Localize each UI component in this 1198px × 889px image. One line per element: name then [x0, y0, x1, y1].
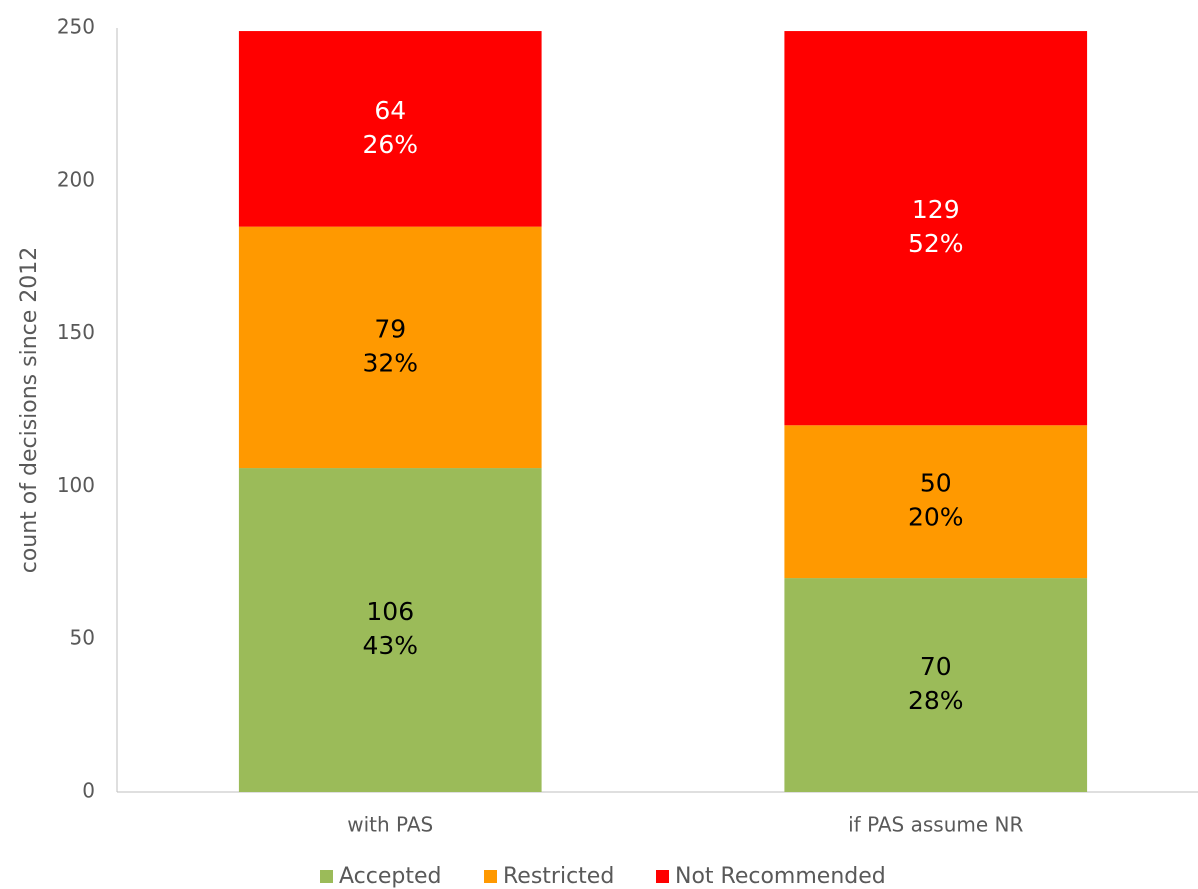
- bar-segment: [784, 578, 1088, 792]
- y-axis-label: count of decisions since 2012: [17, 247, 42, 574]
- legend-label: Not Recommended: [675, 864, 886, 889]
- y-tick-label: 0: [82, 779, 95, 803]
- bar-segment: [784, 31, 1088, 426]
- bar-segment: [238, 31, 542, 227]
- legend-swatch: [656, 870, 669, 883]
- data-label: 64: [374, 96, 406, 125]
- y-tick-label: 100: [57, 473, 95, 497]
- x-tick-label: if PAS assume NR: [848, 813, 1023, 837]
- data-label: 129: [912, 195, 960, 224]
- data-label: 70: [920, 652, 952, 681]
- data-label-percent: 43%: [362, 631, 418, 660]
- data-label-percent: 28%: [908, 686, 964, 715]
- bar-segment: [238, 226, 542, 469]
- data-label: 50: [920, 469, 952, 498]
- y-tick-label: 200: [57, 167, 95, 191]
- legend-swatch: [320, 870, 333, 883]
- data-label-percent: 32%: [362, 348, 418, 377]
- x-tick-label: with PAS: [347, 813, 433, 837]
- y-tick-label: 250: [57, 15, 95, 39]
- y-tick-label: 150: [57, 320, 95, 344]
- legend-label: Accepted: [339, 864, 441, 889]
- y-tick-label: 50: [70, 626, 95, 650]
- data-label: 79: [374, 314, 406, 343]
- legend-swatch: [484, 870, 497, 883]
- legend-label: Restricted: [503, 864, 614, 889]
- data-label-percent: 52%: [908, 229, 964, 258]
- data-label-percent: 20%: [908, 503, 964, 532]
- data-label: 106: [366, 597, 414, 626]
- data-label-percent: 26%: [362, 130, 418, 159]
- bar-segment: [238, 468, 542, 792]
- bar-segment: [784, 425, 1088, 579]
